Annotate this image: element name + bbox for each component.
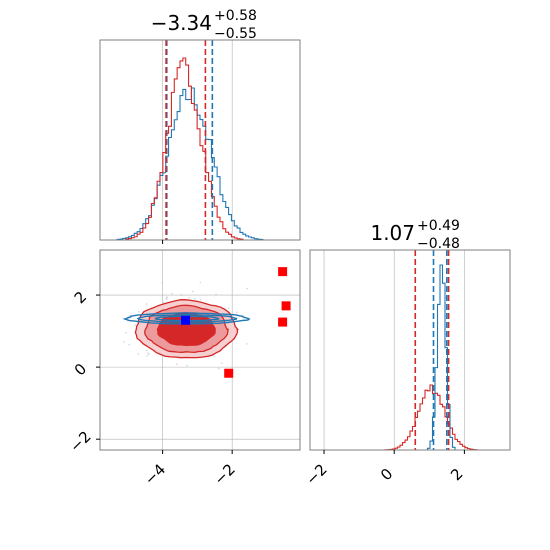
sample-point <box>235 311 238 314</box>
x-tick-label: −2 <box>302 460 330 488</box>
y-tick-label: 2 <box>71 288 90 307</box>
x-tick-label: 0 <box>377 465 396 484</box>
x-tick-label: −2 <box>210 460 238 488</box>
title-bottom-right-minus: −0.48 <box>417 236 460 252</box>
contour-blue-mid <box>136 313 238 323</box>
sample-point <box>213 355 216 358</box>
sample-point <box>166 296 168 299</box>
sample-point <box>122 340 125 343</box>
sample-point <box>246 287 249 290</box>
panel-frame-bottom-right <box>309 249 511 451</box>
sample-point <box>162 301 165 304</box>
red-square-marker <box>281 301 291 311</box>
title-top-left-minus: −0.55 <box>214 26 257 42</box>
histogram-red <box>100 57 300 241</box>
red-square-marker <box>278 317 288 327</box>
sample-point <box>199 281 202 284</box>
blue-square-marker <box>181 315 191 325</box>
sample-point <box>199 298 202 301</box>
sample-point <box>148 353 151 355</box>
contour-blue-inner <box>154 315 220 322</box>
sample-point <box>176 363 178 366</box>
sample-point <box>180 294 183 296</box>
red-square-marker <box>278 267 288 277</box>
sample-point <box>193 297 196 300</box>
sample-point <box>134 324 137 327</box>
sample-point <box>165 298 168 301</box>
sample-point <box>161 281 164 284</box>
title-bottom-right: 1.07 +0.49 −0.48 <box>370 218 459 252</box>
sample-point <box>242 318 245 321</box>
sample-point <box>220 362 223 365</box>
sample-point <box>186 364 189 367</box>
y-tick-label: −2 <box>66 427 94 455</box>
sample-point <box>145 303 148 305</box>
histogram-blue <box>310 264 510 451</box>
sample-point <box>217 367 220 370</box>
panel-frame-top-left <box>99 39 301 241</box>
title-top-left: −3.34 +0.58 −0.55 <box>151 8 257 42</box>
histogram-red <box>310 384 510 451</box>
x-tick-label: −4 <box>141 460 169 488</box>
histogram-blue <box>100 87 300 241</box>
title-top-left-plus: +0.58 <box>214 8 257 24</box>
red-square-marker <box>224 368 234 378</box>
y-tick-label: 0 <box>71 360 90 379</box>
contour-blue-outer <box>122 312 251 325</box>
sample-point <box>170 292 173 295</box>
sample-point <box>215 293 217 296</box>
x-tick-label: 2 <box>447 465 466 484</box>
sample-point <box>191 290 194 293</box>
sample-point <box>128 343 131 346</box>
sample-point <box>188 296 190 299</box>
sample-point <box>137 352 140 355</box>
title-bottom-right-plus: +0.49 <box>417 218 460 234</box>
sample-point <box>145 349 148 352</box>
title-top-left-value: −3.34 <box>151 11 212 35</box>
contour-group <box>122 281 251 377</box>
sample-point <box>245 342 248 345</box>
sample-point <box>137 310 140 313</box>
title-bottom-right-value: 1.07 <box>370 221 415 245</box>
panel-frame-bottom-left <box>99 249 301 451</box>
sample-point <box>146 354 149 357</box>
sample-point <box>227 307 230 310</box>
sample-point <box>125 331 128 334</box>
